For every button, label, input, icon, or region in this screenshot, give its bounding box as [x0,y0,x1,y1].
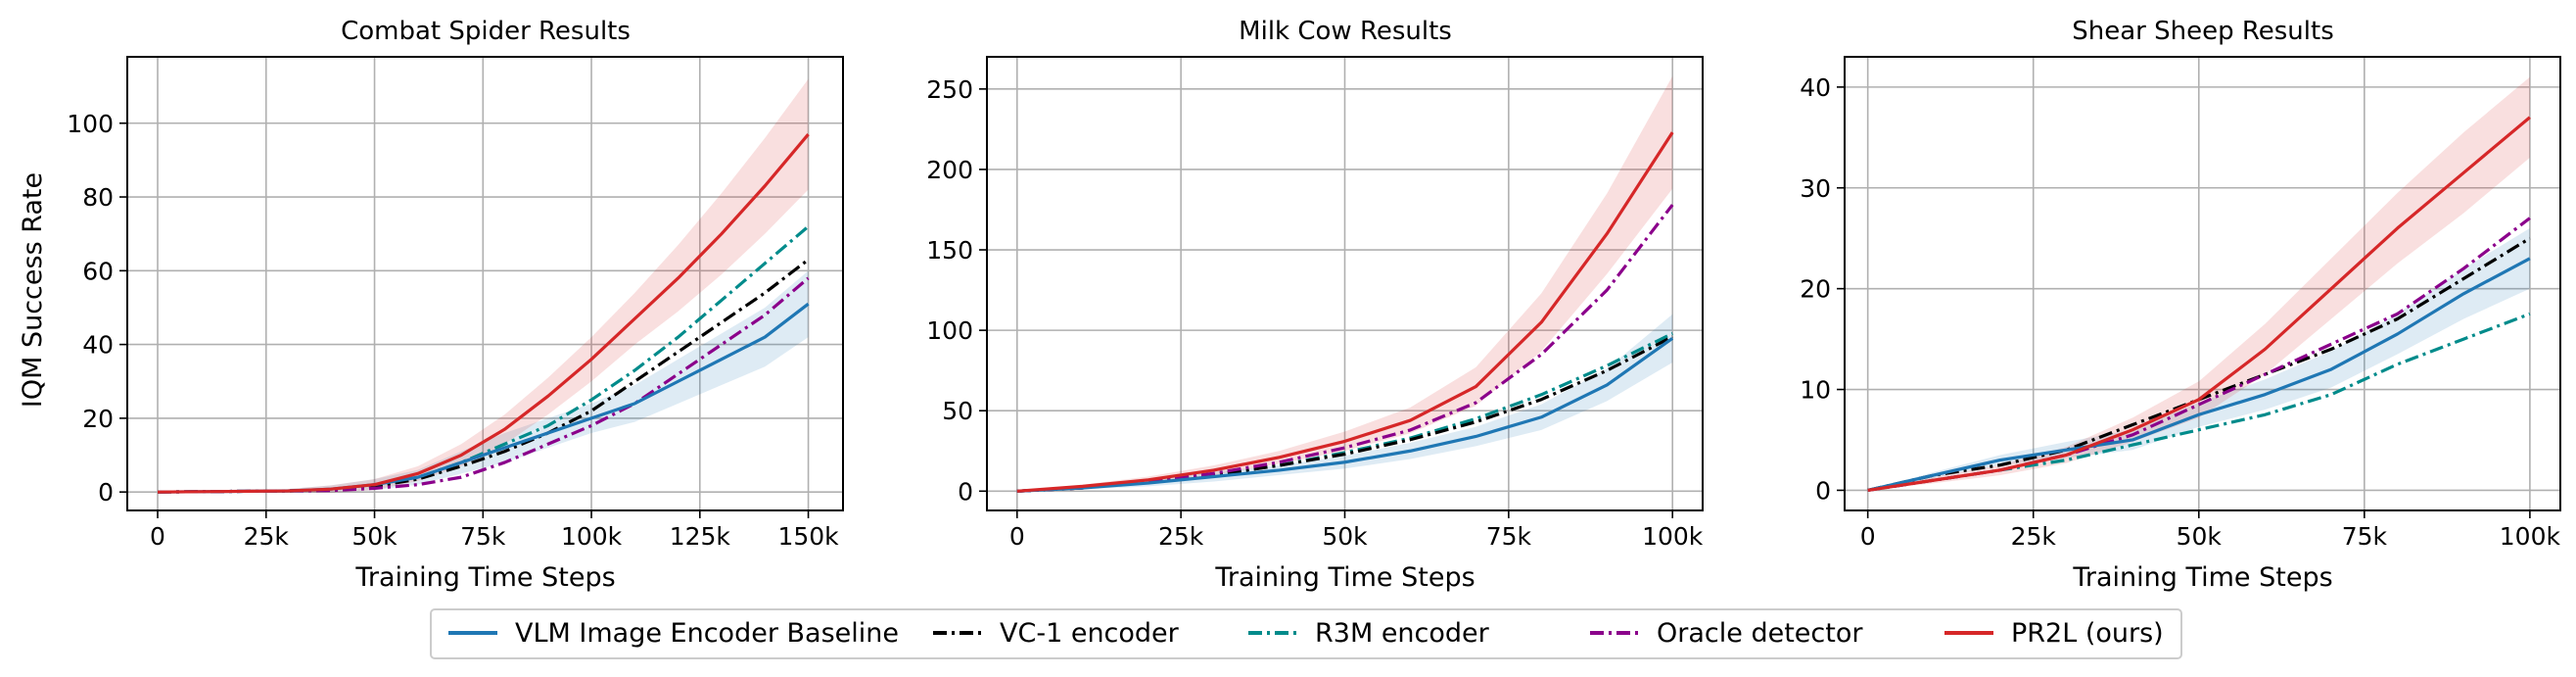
y-tick-label: 250 [926,75,973,104]
legend-label: Oracle detector [1657,618,1863,649]
series-line-pr2l [1867,116,2531,493]
y-tick-label: 100 [926,316,973,345]
y-tick-label: 100 [67,110,114,138]
x-axis-label: Training Time Steps [354,562,615,593]
chart-panel-milk-cow: 0 25k 50k 75k 100k 0 50 100 150 200 250 Milk Cow R… [926,17,1704,593]
y-tick-label: 80 [82,183,114,212]
y-tick-label: 40 [82,331,114,360]
x-tick-label: 0 [1009,522,1025,551]
chart-title: Shear Sheep Results [2072,17,2334,46]
x-tick-label: 0 [150,522,165,551]
x-tick-label: 50k [1322,522,1368,551]
x-tick-label: 75k [460,522,506,551]
chart-panel-combat-spider: 0 25k 50k 75k 100k 125k 150k 0 20 40 60 80 100 Comba… [67,17,844,593]
x-axis-label: Training Time Steps [1214,562,1475,593]
x-tick-label: 0 [1860,522,1876,551]
y-tick-label: 200 [926,156,973,184]
legend-entry-r3m: R3M encoder [1248,618,1490,649]
legend-label: VLM Image Encoder Baseline [515,618,899,649]
legend-label: PR2L (ours) [2011,618,2164,649]
y-tick-label: 40 [1800,73,1831,102]
x-tick-label: 125k [670,522,731,551]
legend-label: VC-1 encoder [1000,618,1180,649]
legend-entry-vc1: VC-1 encoder [933,618,1180,649]
confidence-band-pr2l [1867,76,2530,491]
legend-entry-vlm: VLM Image Encoder Baseline [448,618,899,649]
chart-title: Milk Cow Results [1239,17,1452,46]
x-tick-label: 75k [2342,522,2388,551]
x-tick-label: 100k [1642,522,1704,551]
confidence-band-vlm [1016,314,1673,492]
confidence-band-pr2l [158,78,809,493]
y-tick-label: 10 [1800,376,1831,405]
legend-entry-oracle: Oracle detector [1590,618,1863,649]
series-line-pr2l [157,133,810,494]
legend: VLM Image Encoder Baseline VC-1 encoder … [430,608,2182,659]
series-line-vlm [1016,337,1674,493]
chart-panel-shear-sheep: 0 25k 50k 75k 100k 0 10 20 30 40 Shear Sheep Resu… [1800,17,2561,593]
x-tick-label: 25k [1158,522,1204,551]
legend-box [430,608,2182,659]
y-tick-label: 20 [82,405,114,433]
plot-frame [986,56,1704,511]
y-tick-label: 0 [1815,476,1831,505]
y-tick-label: 20 [1800,275,1831,304]
x-axis-label: Training Time Steps [2072,562,2332,593]
plot-frame [126,56,844,511]
series-line-vlm [1867,257,2531,492]
x-tick-label: 25k [244,522,290,551]
y-tick-label: 0 [98,478,114,507]
series-line-pr2l [1016,131,1674,493]
x-tick-label: 75k [1486,522,1532,551]
plot-frame [1844,56,2561,511]
x-tick-label: 25k [2011,522,2057,551]
y-axis-label: IQM Success Rate [18,172,48,408]
y-tick-label: 50 [942,397,973,425]
x-tick-label: 100k [2500,522,2561,551]
x-tick-label: 50k [351,522,398,551]
x-tick-label: 50k [2177,522,2223,551]
y-tick-label: 30 [1800,174,1831,203]
y-tick-label: 60 [82,257,114,285]
chart-title: Combat Spider Results [341,17,631,46]
y-tick-label: 0 [958,477,973,506]
x-tick-label: 150k [777,522,839,551]
legend-label: R3M encoder [1315,618,1490,649]
legend-entry-pr2l: PR2L (ours) [1944,618,2164,649]
x-tick-label: 100k [561,522,623,551]
y-tick-label: 150 [926,236,973,265]
